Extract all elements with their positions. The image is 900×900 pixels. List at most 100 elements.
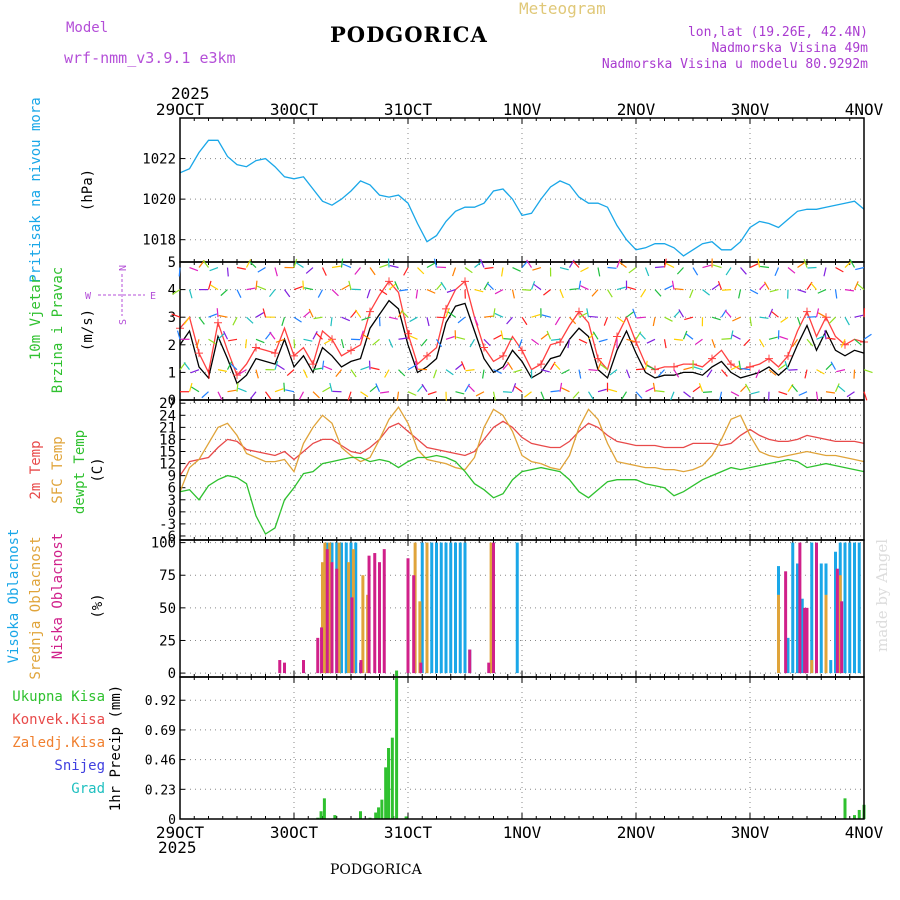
wind-arrow bbox=[721, 369, 728, 377]
wind-arrow bbox=[569, 316, 577, 325]
wind-arrow bbox=[730, 365, 740, 371]
wind-arrow bbox=[591, 289, 599, 297]
wind-arrow bbox=[639, 332, 646, 340]
wind-arrow bbox=[359, 330, 364, 340]
wind-arrow bbox=[342, 263, 352, 269]
wind-arrow bbox=[824, 330, 827, 340]
y-tick-label: 15 bbox=[159, 444, 176, 460]
bar-cloud bbox=[302, 660, 305, 674]
wind-arrow bbox=[621, 391, 628, 400]
wind-arrow bbox=[283, 382, 286, 392]
wind-arrow bbox=[646, 338, 656, 344]
wind-arrow bbox=[569, 288, 579, 291]
wind-arrow bbox=[609, 369, 618, 376]
wind-arrow bbox=[663, 258, 667, 268]
gust-marker bbox=[537, 360, 545, 369]
wind-arrow bbox=[329, 382, 333, 392]
y-tick-label: 50 bbox=[159, 601, 176, 617]
wind-arrow bbox=[774, 267, 780, 277]
wind-arrow bbox=[256, 285, 266, 291]
wind-arrow bbox=[255, 369, 259, 379]
wind-arrow bbox=[804, 369, 808, 379]
gust-marker bbox=[632, 338, 640, 347]
wind-arrow bbox=[195, 339, 200, 349]
wind-arrow bbox=[245, 259, 252, 268]
y-tick-label: 25 bbox=[159, 633, 176, 649]
wind-arrow bbox=[664, 285, 673, 291]
bar-cloud bbox=[468, 649, 472, 674]
wind-arrow bbox=[750, 391, 760, 395]
wind-arrow bbox=[719, 391, 723, 401]
wind-arrow bbox=[711, 339, 716, 348]
gust-marker bbox=[347, 346, 355, 355]
y-tick-label: 9 bbox=[168, 469, 176, 485]
wind-arrow bbox=[769, 289, 779, 293]
bar-cloud bbox=[449, 542, 453, 674]
wind-arrow bbox=[483, 338, 491, 347]
gust-marker bbox=[499, 351, 507, 360]
wind-arrow bbox=[646, 365, 656, 371]
bar-cloud bbox=[487, 662, 491, 674]
y-tick-label: 1 bbox=[168, 365, 176, 381]
wind-arrow bbox=[421, 383, 428, 393]
wind-arrow bbox=[693, 366, 703, 371]
panel-frame-pressure bbox=[179, 117, 865, 263]
y-tick-label: 6 bbox=[168, 481, 176, 497]
bar-cloud bbox=[805, 607, 809, 674]
wind-arrow bbox=[817, 312, 827, 318]
wind-arrow bbox=[188, 382, 193, 392]
wind-arrow bbox=[712, 264, 722, 269]
precip-unit-label: 1hr Precip (mm) bbox=[108, 685, 124, 811]
bar-cloud bbox=[347, 562, 351, 674]
wind-arrow bbox=[732, 334, 741, 340]
wind-arrow bbox=[223, 330, 229, 340]
wind-arrow bbox=[218, 314, 228, 318]
wind-arrow bbox=[335, 369, 342, 378]
wind-arrow bbox=[455, 391, 465, 395]
wind-arrow bbox=[757, 258, 761, 268]
y-tick-label: 12 bbox=[159, 457, 176, 473]
wind-arrow bbox=[685, 333, 694, 340]
bar-precip bbox=[387, 748, 391, 819]
wind-arrow bbox=[550, 338, 561, 341]
wind-arrow bbox=[855, 266, 865, 271]
wind-arrow bbox=[255, 280, 258, 290]
wind-arrow bbox=[684, 316, 694, 321]
wind-arrow bbox=[526, 259, 533, 268]
x-date-label-bottom: 2NOV bbox=[617, 823, 656, 842]
wind-arrow bbox=[312, 391, 320, 399]
wind-arrow bbox=[265, 391, 272, 400]
bar-precip bbox=[380, 799, 384, 819]
bar-cloud bbox=[378, 562, 381, 674]
wind-arrow bbox=[183, 316, 190, 325]
wind-arrow bbox=[500, 267, 504, 277]
wind-arrow bbox=[379, 264, 389, 269]
bar-cloud bbox=[430, 542, 434, 674]
wind-arrow bbox=[286, 369, 295, 376]
wind-arrow bbox=[682, 330, 688, 340]
wind-arrow bbox=[302, 369, 308, 379]
wind-arrow bbox=[323, 365, 333, 371]
wind-arrow bbox=[768, 369, 777, 376]
wind-arrow bbox=[657, 369, 665, 377]
wind-arrow bbox=[369, 267, 376, 276]
wind-arrow bbox=[854, 314, 864, 318]
wind-arrow bbox=[226, 361, 233, 370]
wind-arrow bbox=[445, 369, 454, 376]
wind-arrow bbox=[426, 262, 436, 269]
wind-arrow bbox=[460, 361, 466, 370]
wind-arrow bbox=[380, 391, 390, 394]
wind-arrow bbox=[183, 362, 190, 371]
wind-arrow bbox=[567, 339, 571, 349]
wind-arrow bbox=[578, 280, 582, 290]
wind-arrow bbox=[655, 390, 665, 393]
wind-arrow bbox=[863, 369, 873, 374]
bar-cloud bbox=[406, 558, 410, 674]
wind-arrow bbox=[711, 283, 720, 291]
wind-arrow bbox=[348, 280, 352, 290]
wind-arrow bbox=[674, 288, 684, 291]
wind-arrow bbox=[426, 289, 436, 294]
wind-arrow bbox=[721, 289, 732, 291]
y-tick-label: 21 bbox=[159, 420, 176, 436]
x-date-label-top: 2NOV bbox=[617, 100, 656, 119]
